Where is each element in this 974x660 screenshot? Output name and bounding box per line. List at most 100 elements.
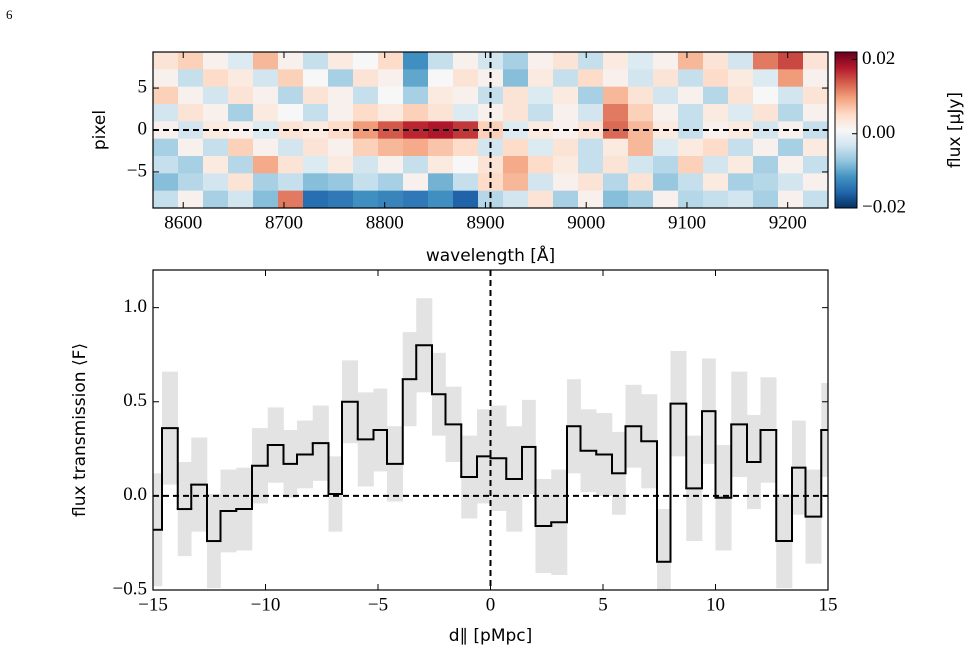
heatmap-cell xyxy=(528,121,554,140)
page-number: 6 xyxy=(6,7,13,22)
heatmap-cell xyxy=(778,104,804,122)
heatmap-cell xyxy=(778,52,804,70)
heatmap-cell xyxy=(178,86,204,105)
heatmap-cell xyxy=(553,86,579,105)
heatmap-cell xyxy=(653,138,679,157)
heatmap-cell xyxy=(578,190,604,209)
heatmap-cell xyxy=(578,138,604,157)
colorbar-tick-label: 0.02 xyxy=(862,48,895,69)
heatmap-cell xyxy=(728,121,754,140)
heatmap-cell xyxy=(403,86,429,105)
heatmap-cell xyxy=(328,173,354,192)
heatmap-cell xyxy=(553,190,579,209)
heatmap-cell xyxy=(253,173,279,192)
heatmap-cell xyxy=(303,156,329,174)
heatmap-cell xyxy=(353,138,379,157)
heatmap-cell xyxy=(228,86,254,105)
heatmap-cell xyxy=(703,104,729,122)
heatmap-cell xyxy=(303,52,329,70)
heatmap-cell xyxy=(603,138,629,157)
heatmap-cell xyxy=(628,69,654,88)
heatmap-cell xyxy=(553,69,579,88)
colorbar-tick-label: −0.02 xyxy=(862,196,906,217)
heatmap-cell xyxy=(153,52,179,70)
heatmap-cell xyxy=(653,69,679,88)
heatmap-cell xyxy=(728,69,754,88)
heatmap-cell xyxy=(653,156,679,174)
heatmap-cell xyxy=(253,156,279,174)
y-tick-label: 0 xyxy=(138,118,148,139)
y-tick-label: 5 xyxy=(138,76,148,97)
heatmap-cell xyxy=(703,156,729,174)
heatmap-cell xyxy=(578,121,604,140)
x-tick-label: −10 xyxy=(251,594,281,615)
heatmap-cell xyxy=(228,104,254,122)
heatmap-cell xyxy=(203,173,229,192)
heatmap-cell xyxy=(228,138,254,157)
heatmap-cell xyxy=(778,69,804,88)
heatmap-cell xyxy=(328,138,354,157)
heatmap-cell xyxy=(728,52,754,70)
heatmap-cell xyxy=(628,173,654,192)
heatmap-cell xyxy=(778,138,804,157)
y-tick-label: 0.0 xyxy=(123,484,147,505)
heatmap-cell xyxy=(653,104,679,122)
heatmap-cell xyxy=(278,104,304,122)
heatmap-cell xyxy=(628,121,654,140)
heatmap-cell xyxy=(753,104,779,122)
heatmap-cell xyxy=(653,190,679,209)
heatmap-cell xyxy=(278,69,304,88)
heatmap-cell xyxy=(303,190,329,209)
heatmap-cell xyxy=(253,104,279,122)
heatmap-cell xyxy=(703,86,729,105)
heatmap-cell xyxy=(428,121,454,140)
heatmap-cell xyxy=(403,138,429,157)
colorbar-label: flux [μJy] xyxy=(945,92,965,168)
heatmap-cell xyxy=(428,69,454,88)
heatmap-cell xyxy=(428,52,454,70)
heatmap-cell xyxy=(253,138,279,157)
heatmap-cell xyxy=(728,104,754,122)
heatmap-cell xyxy=(153,190,179,209)
heatmap-cell xyxy=(503,52,529,70)
heatmap-cell xyxy=(378,86,404,105)
x-tick-label: 5 xyxy=(598,594,608,615)
heatmap-cell xyxy=(303,86,329,105)
heatmap-cell xyxy=(503,86,529,105)
heatmap-cell xyxy=(553,156,579,174)
heatmap-cell xyxy=(678,69,704,88)
heatmap-cell xyxy=(353,52,379,70)
heatmap-cell xyxy=(528,104,554,122)
heatmap-cell xyxy=(153,104,179,122)
heatmap-cell xyxy=(803,190,829,209)
y-tick-label: 0.5 xyxy=(123,390,147,411)
x-axis-label: d∥ [pMpc] xyxy=(449,626,533,646)
heatmap-cell xyxy=(203,86,229,105)
heatmap-cell xyxy=(778,156,804,174)
heatmap-cell xyxy=(378,52,404,70)
heatmap-cell xyxy=(153,138,179,157)
heatmap-cell xyxy=(728,86,754,105)
heatmap-cell xyxy=(328,104,354,122)
heatmap-cell xyxy=(278,156,304,174)
heatmap-cell xyxy=(603,156,629,174)
heatmap-cell xyxy=(378,156,404,174)
heatmap-cell xyxy=(628,52,654,70)
heatmap-cell xyxy=(778,86,804,105)
heatmap-cell xyxy=(178,156,204,174)
heatmap-cell xyxy=(278,138,304,157)
heatmap-cell xyxy=(328,52,354,70)
heatmap-cell xyxy=(553,138,579,157)
heatmap-cell xyxy=(553,52,579,70)
heatmap-cells xyxy=(153,52,829,209)
heatmap-cell xyxy=(528,52,554,70)
heatmap-cell xyxy=(478,52,504,70)
heatmap-cell xyxy=(353,86,379,105)
heatmap-cell xyxy=(403,69,429,88)
heatmap-cell xyxy=(703,190,729,209)
heatmap-cell xyxy=(803,69,829,88)
heatmap-cell xyxy=(428,86,454,105)
heatmap-cell xyxy=(653,52,679,70)
heatmap-cell xyxy=(503,173,529,192)
heatmap-cell xyxy=(528,190,554,209)
